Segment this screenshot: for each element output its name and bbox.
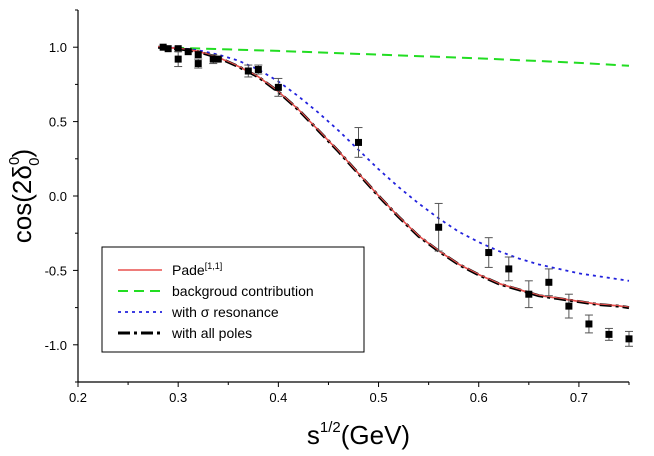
y-tick-label: -0.5: [45, 263, 67, 278]
data-point: [565, 302, 573, 310]
legend: Pade[1,1] backgroud contribution with σ re…: [101, 246, 365, 353]
x-tick-label: 0.4: [269, 390, 287, 405]
x-tick-label: 0.5: [370, 390, 388, 405]
y-axis-title: cos(2δ0 0): [6, 149, 43, 243]
y-axis-title-sub: 0: [26, 157, 43, 165]
data-point: [209, 55, 217, 63]
y-ticks: -1.0 -0.5 0.0 0.5 1.0: [45, 9, 78, 383]
data-point: [244, 67, 252, 75]
x-tick-label: 0.7: [570, 390, 588, 405]
x-tick-label: 0.6: [470, 390, 488, 405]
data-point: [435, 223, 443, 231]
data-point: [625, 335, 633, 343]
data-point: [485, 249, 493, 257]
data-point: [174, 55, 182, 63]
x-ticks: 0.2 0.3 0.4 0.5 0.6 0.7: [69, 382, 630, 405]
y-tick-label: 0.5: [49, 115, 67, 130]
y-tick-label: -1.0: [45, 338, 67, 353]
y-axis-title-sup: 0: [6, 157, 23, 165]
legend-label-0: Pade[1,1]: [172, 261, 222, 278]
data-point: [159, 43, 167, 51]
data-point: [605, 330, 613, 338]
x-axis-title-base: s: [307, 420, 320, 450]
x-tick-label: 0.2: [69, 390, 87, 405]
x-axis-title-unit: (GeV): [341, 420, 410, 450]
legend-label-2: with σ resonance: [171, 304, 279, 320]
x-axis-title: s1/2(GeV): [307, 419, 410, 450]
legend-items: Pade[1,1] backgroud contribution with σ re…: [118, 261, 314, 341]
data-point: [164, 45, 172, 53]
series-line-2: [158, 46, 630, 282]
x-tick-label: 0.3: [169, 390, 187, 405]
data-point: [355, 138, 363, 146]
series-line-1: [158, 46, 630, 67]
data-point: [254, 66, 262, 74]
y-axis-title-delta: δ: [7, 165, 37, 179]
data-point: [184, 48, 192, 56]
data-point: [585, 320, 593, 328]
data-point: [505, 265, 513, 273]
data-point: [214, 55, 222, 63]
legend-label-3: with all poles: [171, 325, 252, 341]
data-point: [174, 45, 182, 53]
data-point: [525, 290, 533, 298]
series-line-pade-overlay: [158, 46, 630, 308]
data-point: [274, 83, 282, 91]
y-tick-label: 0.0: [49, 189, 67, 204]
data-point: [545, 278, 553, 286]
y-axis-title-suffix: ): [7, 149, 37, 158]
legend-label-1: backgroud contribution: [172, 283, 314, 299]
series-layer: [158, 45, 630, 310]
x-axis-title-sup: 1/2: [320, 419, 341, 436]
data-points: [159, 43, 633, 347]
data-point: [194, 60, 202, 68]
data-point: [194, 51, 202, 59]
y-tick-label: 1.0: [49, 40, 67, 55]
y-axis-title-prefix: cos(2: [7, 180, 37, 244]
